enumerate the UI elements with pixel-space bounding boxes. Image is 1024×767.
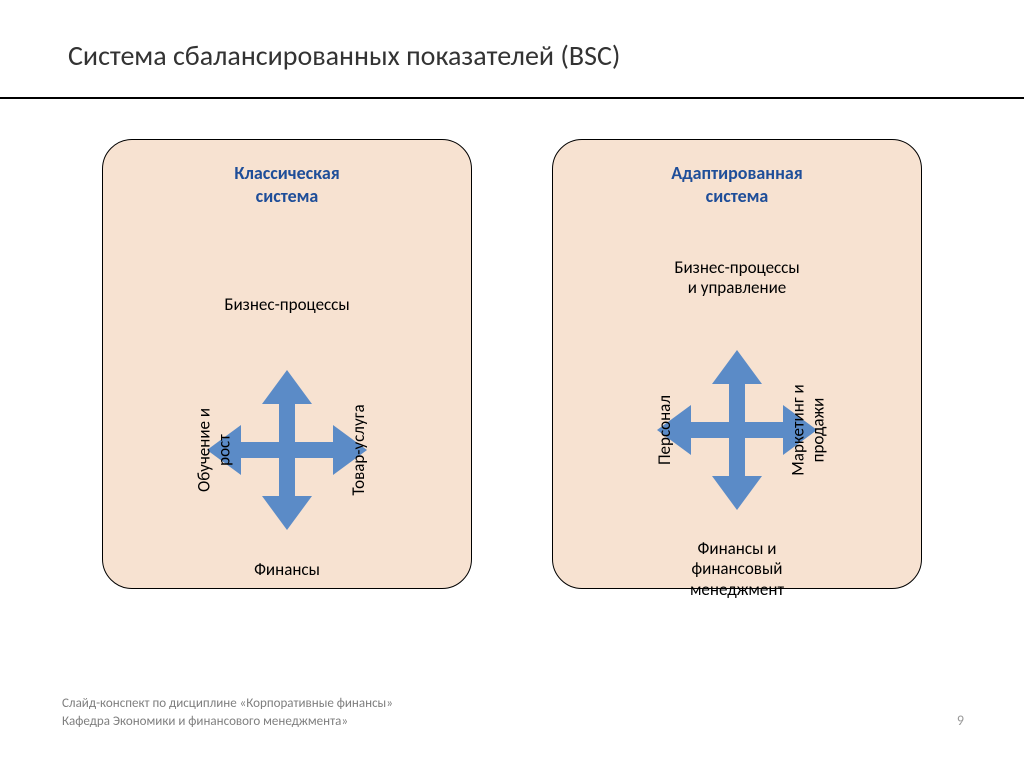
classic-label-right: Товар-услуга (349, 380, 369, 520)
panel-adapted: Адаптированная система Бизнес-процессы и… (552, 139, 922, 589)
adapted-label-bottom: Финансы и финансовый менеджмент (637, 539, 837, 600)
footer-line-1: Слайд-конспект по дисциплине «Корпоратив… (62, 695, 393, 713)
adapted-label-left: Персонал (655, 360, 675, 500)
slide-footer: Слайд-конспект по дисциплине «Корпоратив… (62, 695, 393, 731)
panel-classic-title: Классическая система (103, 162, 471, 209)
page-number: 9 (957, 712, 964, 729)
content-area: Классическая система Бизнес-процессы Фин… (0, 99, 1024, 589)
adapted-label-right: Маркетинг и продажи (789, 360, 830, 500)
classic-cross-wrap: Бизнес-процессы Финансы Обучение и рост … (137, 300, 437, 600)
panel-adapted-title: Адаптированная система (553, 162, 921, 209)
footer-line-2: Кафедра Экономики и финансового менеджме… (62, 713, 393, 731)
adapted-label-top: Бизнес-процессы и управление (637, 258, 837, 299)
panel-classic: Классическая система Бизнес-процессы Фин… (102, 139, 472, 589)
slide-title: Система сбалансированных показателей (BS… (0, 0, 1024, 73)
classic-label-top: Бизнес-процессы (187, 295, 387, 315)
adapted-cross-wrap: Бизнес-процессы и управление Финансы и ф… (587, 280, 887, 580)
classic-label-bottom: Финансы (187, 560, 387, 580)
classic-label-left: Обучение и рост (195, 380, 236, 520)
